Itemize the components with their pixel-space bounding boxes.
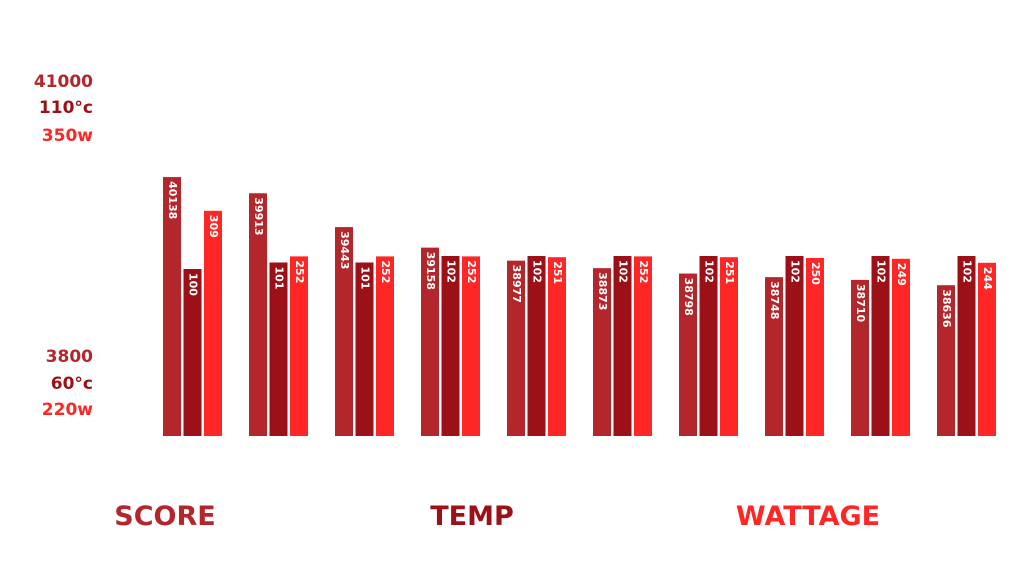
legend-label: TEMP [430, 501, 514, 532]
bar [290, 256, 308, 436]
value-label: 38873 [596, 272, 609, 310]
value-label: 252 [379, 260, 392, 283]
value-label: 102 [445, 260, 458, 283]
value-label: 252 [293, 260, 306, 283]
value-label: 39158 [424, 252, 437, 290]
value-label: 102 [875, 260, 888, 283]
bar [634, 256, 652, 436]
bar [507, 260, 525, 436]
bar [249, 193, 267, 436]
bar [851, 279, 869, 436]
bar [765, 277, 783, 436]
value-label: 309 [207, 215, 220, 238]
bar [720, 257, 738, 436]
value-label: 102 [703, 260, 716, 283]
bar [699, 256, 718, 436]
value-label: 251 [723, 261, 736, 284]
bar [871, 256, 890, 436]
bar [183, 269, 202, 436]
bar [462, 256, 480, 436]
bar [441, 256, 460, 436]
bar [937, 285, 955, 436]
bar [163, 177, 181, 436]
value-label: 102 [617, 260, 630, 283]
bar [957, 256, 976, 436]
value-label: 252 [465, 260, 478, 283]
value-label: 38636 [940, 289, 953, 328]
bar [421, 247, 439, 436]
value-label: 249 [895, 263, 908, 286]
value-label: 39913 [252, 197, 265, 235]
legend-label: SCORE [114, 501, 215, 532]
value-label: 101 [273, 267, 286, 290]
value-label: 102 [961, 260, 974, 283]
value-label: 252 [637, 260, 650, 283]
bar [593, 268, 611, 436]
value-label: 38798 [682, 278, 695, 316]
y-tick-label: 60°c [51, 374, 93, 394]
value-label: 101 [359, 267, 372, 290]
bar [892, 258, 910, 436]
bar [806, 258, 824, 436]
value-label: 100 [187, 273, 200, 296]
bar [376, 256, 394, 436]
value-label: 251 [551, 261, 564, 284]
y-tick-label: 110°c [39, 98, 93, 118]
bar [978, 262, 996, 436]
value-label: 38977 [510, 265, 523, 303]
value-label: 102 [789, 260, 802, 283]
bar [355, 262, 374, 436]
value-label: 40138 [166, 181, 179, 219]
bar [204, 210, 222, 436]
value-label: 250 [809, 262, 822, 285]
bar [335, 227, 353, 436]
y-tick-label: 41000 [34, 72, 93, 92]
bar [613, 256, 632, 436]
bar [785, 256, 804, 436]
value-label: 244 [981, 267, 994, 290]
bar [548, 257, 566, 436]
y-tick-label: 3800 [46, 347, 93, 367]
value-label: 38748 [768, 281, 781, 319]
bar [527, 256, 546, 436]
y-tick-label: 350w [42, 126, 93, 146]
value-label: 102 [531, 260, 544, 283]
value-label: 39443 [338, 231, 351, 269]
bar [679, 273, 697, 436]
legend-label: WATTAGE [736, 501, 880, 532]
value-label: 38710 [854, 284, 867, 323]
bar [269, 262, 288, 436]
y-tick-label: 220w [42, 400, 93, 420]
